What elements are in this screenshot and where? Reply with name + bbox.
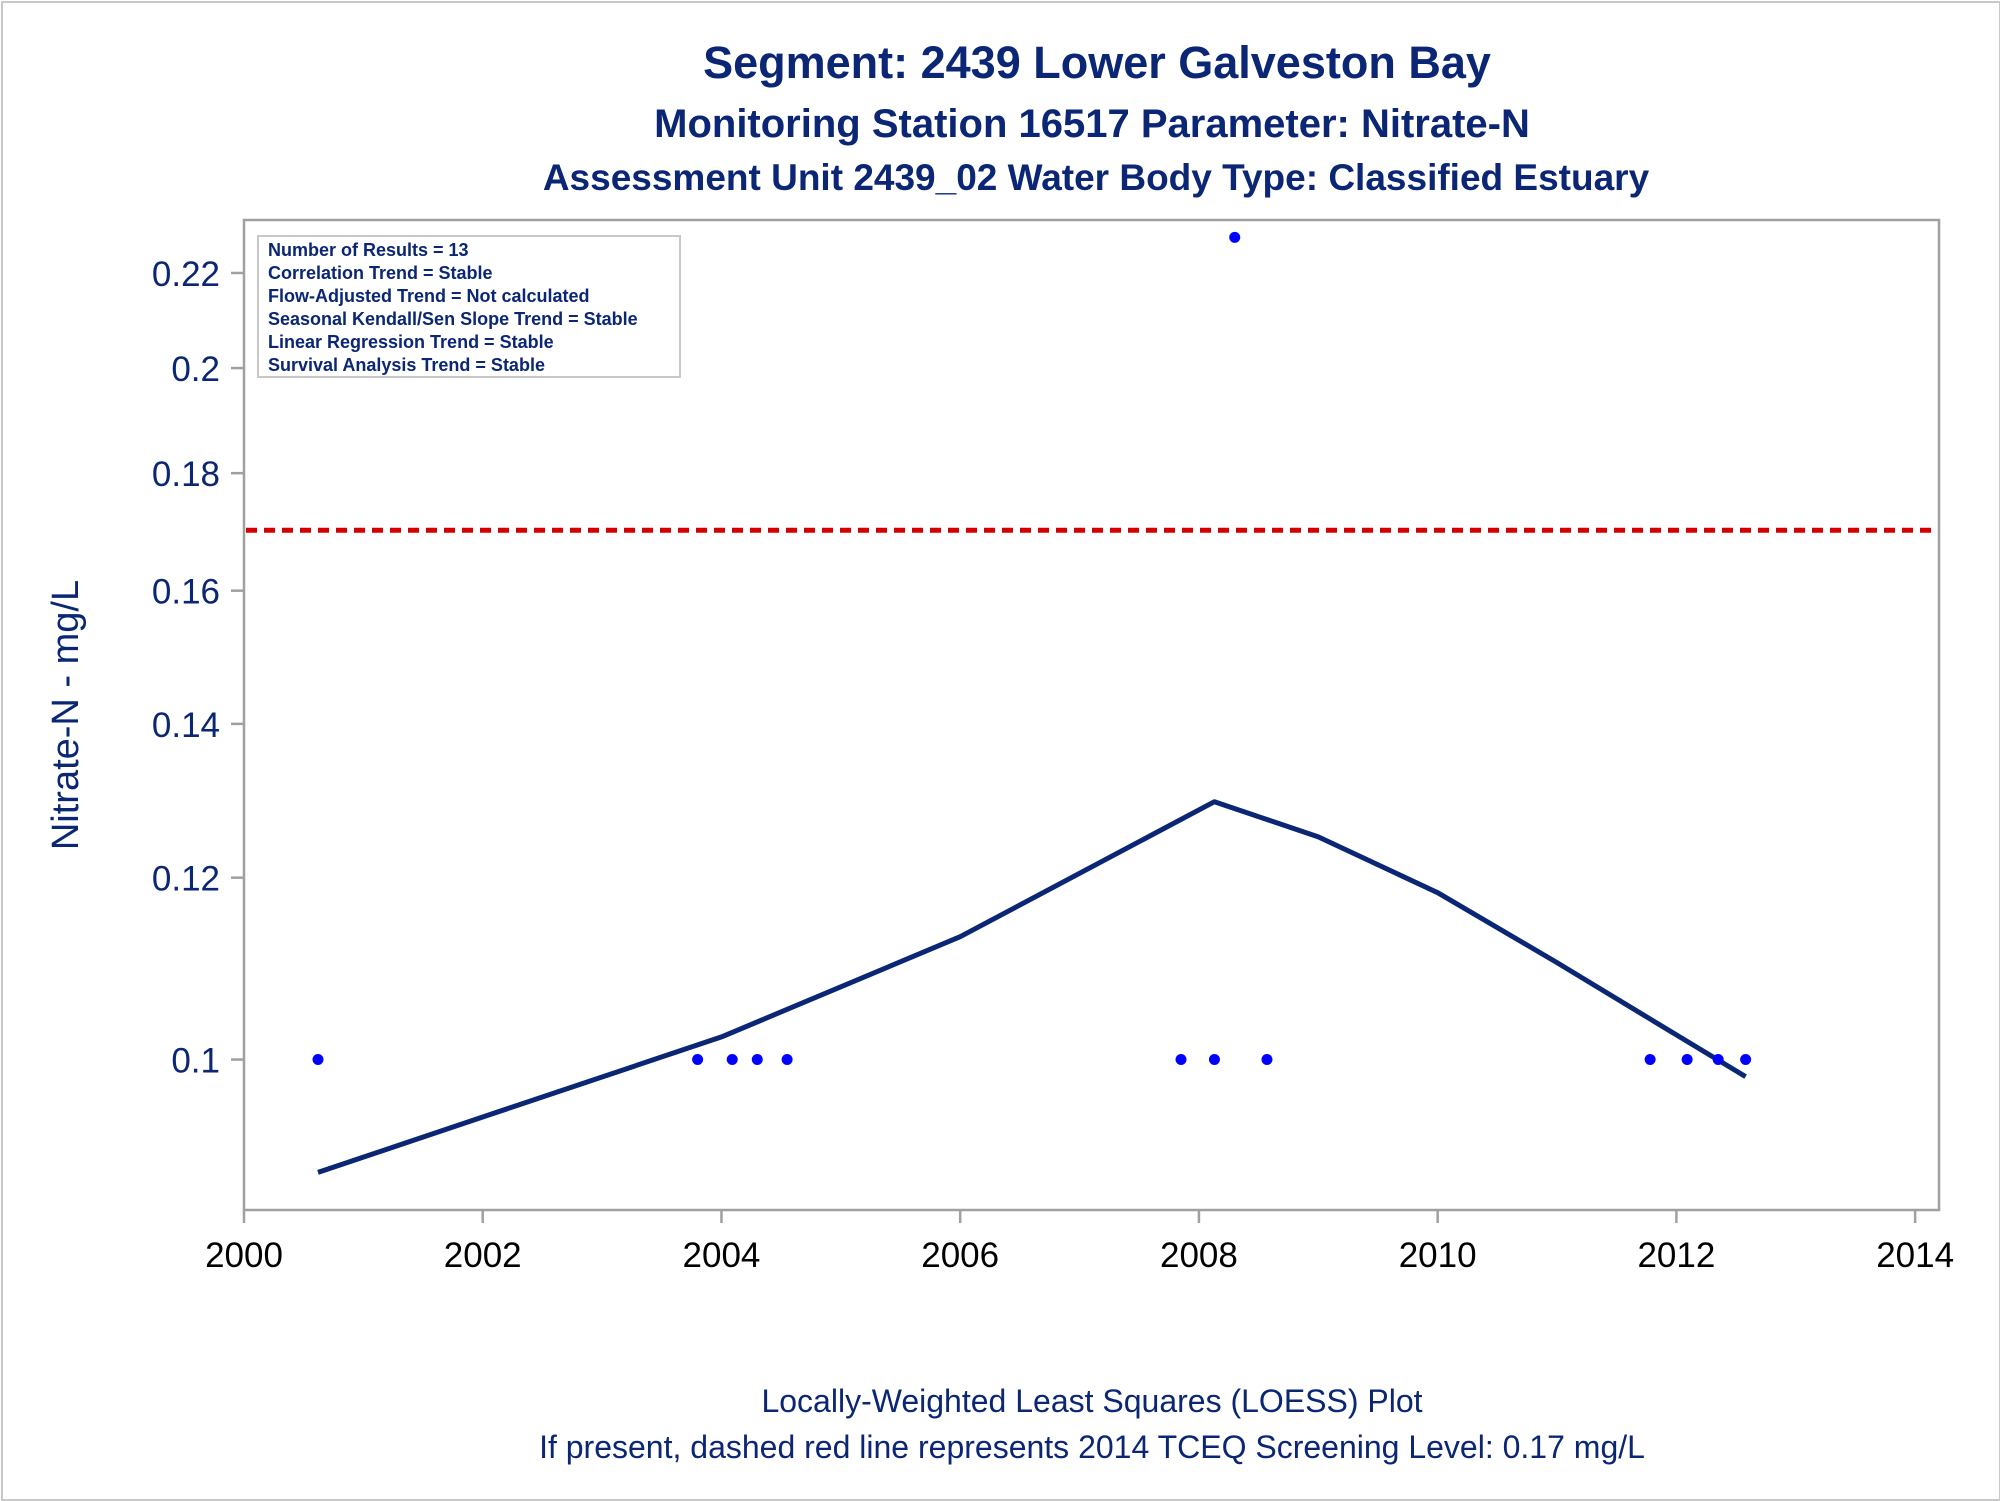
trend-legend-line: Correlation Trend = Stable: [268, 263, 493, 283]
x-tick-label: 2014: [1876, 1236, 1954, 1275]
trend-legend-box: Number of Results = 13 Correlation Trend…: [257, 235, 681, 378]
y-tick-label: 0.18: [152, 455, 220, 494]
data-point: [1681, 1054, 1693, 1066]
data-point: [1261, 1054, 1273, 1066]
data-point: [1644, 1054, 1656, 1066]
y-tick-label: 0.16: [152, 573, 220, 612]
data-point: [692, 1054, 704, 1066]
data-point: [1208, 1054, 1220, 1066]
data-point: [1229, 231, 1241, 243]
data-point: [781, 1054, 793, 1066]
loess-line: [317, 799, 1747, 1175]
trend-legend-border: [257, 235, 681, 378]
trend-legend-line: Survival Analysis Trend = Stable: [268, 355, 545, 375]
y-tick-label: 0.22: [152, 255, 220, 294]
data-point: [1175, 1054, 1187, 1066]
data-point: [1740, 1054, 1752, 1066]
data-point: [751, 1054, 763, 1066]
trend-legend-line: Linear Regression Trend = Stable: [268, 332, 554, 352]
chart-title: Segment: 2439 Lower Galveston Bay: [703, 37, 1491, 88]
x-tick-label: 2004: [683, 1236, 761, 1275]
y-axis: 0.1 0.12 0.14 0.16 0.18 0.2 0.22: [152, 255, 244, 1081]
y-tick-label: 0.1: [171, 1042, 220, 1081]
points-layer: [312, 231, 1752, 1066]
data-point: [1712, 1054, 1724, 1066]
loess-layer: [317, 799, 1747, 1175]
data-point: [312, 1054, 324, 1066]
x-tick-label: 2000: [205, 1236, 283, 1275]
footnote-screening-level: If present, dashed red line represents 2…: [539, 1429, 1645, 1465]
trend-legend-line: Seasonal Kendall/Sen Slope Trend = Stabl…: [268, 309, 638, 329]
y-tick-label: 0.12: [152, 860, 220, 899]
footnote-loess: Locally-Weighted Least Squares (LOESS) P…: [761, 1383, 1422, 1419]
chart-subtitle-1: Monitoring Station 16517 Parameter: Nitr…: [654, 102, 1530, 146]
plot-area: [242, 218, 1941, 1212]
data-point: [726, 1054, 738, 1066]
x-tick-label: 2002: [444, 1236, 522, 1275]
x-tick-label: 2008: [1160, 1236, 1238, 1275]
y-tick-label: 0.2: [171, 350, 220, 389]
x-tick-label: 2010: [1399, 1236, 1477, 1275]
y-axis-label: Nitrate-N - mg/L: [45, 580, 87, 850]
trend-legend-line: Flow-Adjusted Trend = Not calculated: [268, 286, 590, 306]
y-tick-label: 0.14: [152, 706, 220, 745]
x-tick-label: 2012: [1637, 1236, 1715, 1275]
trend-legend-line: Number of Results = 13: [268, 240, 469, 260]
x-tick-label: 2006: [921, 1236, 999, 1275]
x-axis: 2000 2002 2004 2006 2008 2010 2012 2014: [205, 1210, 1954, 1275]
chart-subtitle-2: Assessment Unit 2439_02 Water Body Type:…: [543, 157, 1650, 198]
